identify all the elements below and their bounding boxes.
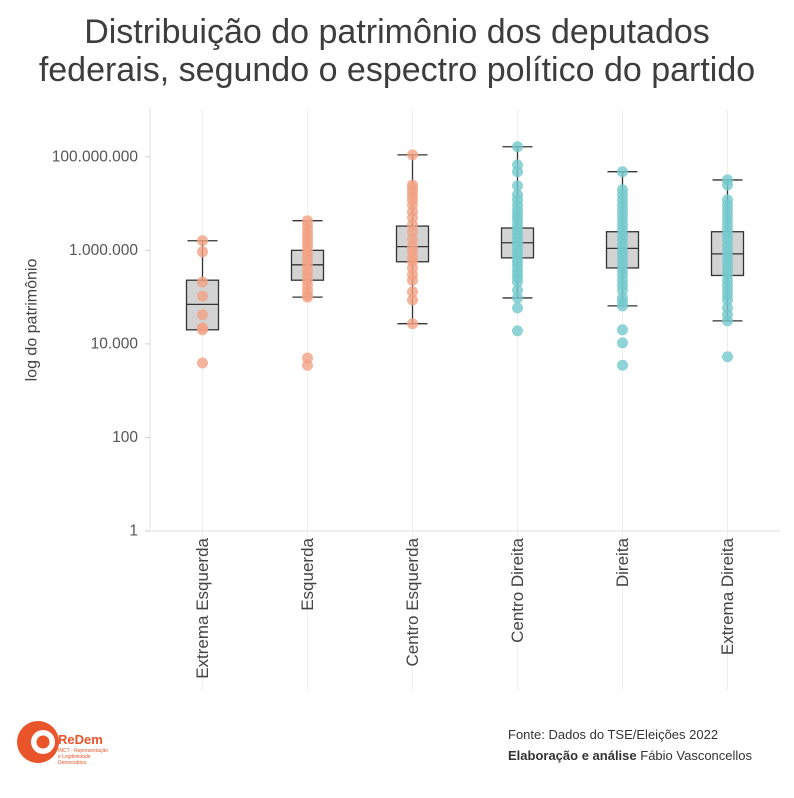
data-point	[722, 179, 733, 191]
gridlines	[202, 110, 728, 690]
y-tick-label: 100	[112, 429, 138, 446]
y-tick-label: 10.000	[91, 335, 139, 352]
data-point	[197, 290, 208, 302]
credit-label: Elaboração e análise	[508, 748, 637, 763]
data-point	[722, 351, 733, 363]
data-point	[512, 292, 523, 304]
y-axis-title: log do patrimônio	[24, 259, 41, 382]
points-direita	[617, 166, 628, 371]
points-extrema-esquerda	[197, 235, 208, 369]
x-tick-label-centro-direita: Centro Direita	[508, 537, 527, 642]
data-point	[617, 166, 628, 178]
data-point	[197, 246, 208, 258]
points-centro-esquerda	[407, 149, 418, 330]
x-tick-label-direita: Direita	[613, 537, 632, 587]
chart-title-line-2: federais, segundo o espectro político do…	[39, 51, 755, 89]
data-point	[302, 359, 313, 371]
data-point	[512, 276, 523, 288]
logo-name: ReDem	[58, 732, 103, 747]
points-extrema-direita	[722, 174, 733, 363]
data-point	[302, 291, 313, 303]
data-point	[512, 302, 523, 314]
boxplots	[185, 146, 745, 331]
data-point	[512, 180, 523, 192]
data-point	[617, 324, 628, 336]
x-tick-label-esquerda: Esquerda	[298, 537, 317, 610]
data-point	[407, 294, 418, 306]
data-point	[512, 284, 523, 296]
redem-logo: ReDem INCT - Representação e Legitimidad…	[16, 718, 126, 766]
x-tick-label-extrema-esquerda: Extrema Esquerda	[193, 537, 212, 678]
data-point	[197, 235, 208, 247]
data-point	[197, 357, 208, 369]
x-axis-tick-labels: Extrema Esquerda Esquerda Centro Esquerda C…	[193, 537, 737, 678]
logo-tagline: INCT - Representação e Legitimidade Demo…	[58, 748, 108, 766]
y-tick-label: 100.000.000	[52, 148, 139, 165]
x-tick-label-centro-esquerda: Centro Esquerda	[403, 537, 422, 666]
data-point	[512, 325, 523, 337]
axes: 1 100 10.000 1.000.000 100.000.000	[52, 108, 780, 540]
logo-inner-dot	[36, 735, 50, 749]
data-point	[512, 166, 523, 178]
y-tick-label: 1.000.000	[69, 242, 138, 259]
y-tick-label: 1	[129, 523, 138, 540]
data-point	[407, 274, 418, 286]
data-point	[722, 315, 733, 327]
points-centro-direita	[512, 141, 523, 337]
data-point	[617, 359, 628, 371]
data-point	[197, 309, 208, 321]
data-point	[617, 284, 628, 296]
data-point	[407, 286, 418, 298]
data-points	[197, 141, 733, 371]
data-point	[617, 337, 628, 349]
credit-name: Fábio Vasconcellos	[640, 748, 753, 763]
data-point	[722, 294, 733, 306]
data-point	[407, 149, 418, 161]
data-point	[512, 141, 523, 153]
points-esquerda	[302, 215, 313, 371]
x-tick-label-extrema-direita: Extrema Direita	[718, 537, 737, 655]
credit-line: Elaboração e análise Fábio Vasconcellos	[508, 745, 752, 766]
chart-title-line-1: Distribuição do patrimônio dos deputados	[84, 13, 710, 51]
chart-footer: Fonte: Dados do TSE/Eleições 2022 Elabor…	[508, 724, 752, 766]
data-point	[197, 324, 208, 336]
data-point	[407, 226, 418, 238]
data-point	[617, 300, 628, 312]
data-point	[197, 276, 208, 288]
data-point	[407, 318, 418, 330]
redem-logo-icon	[17, 721, 59, 763]
source-note: Fonte: Dados do TSE/Eleições 2022	[508, 727, 719, 742]
